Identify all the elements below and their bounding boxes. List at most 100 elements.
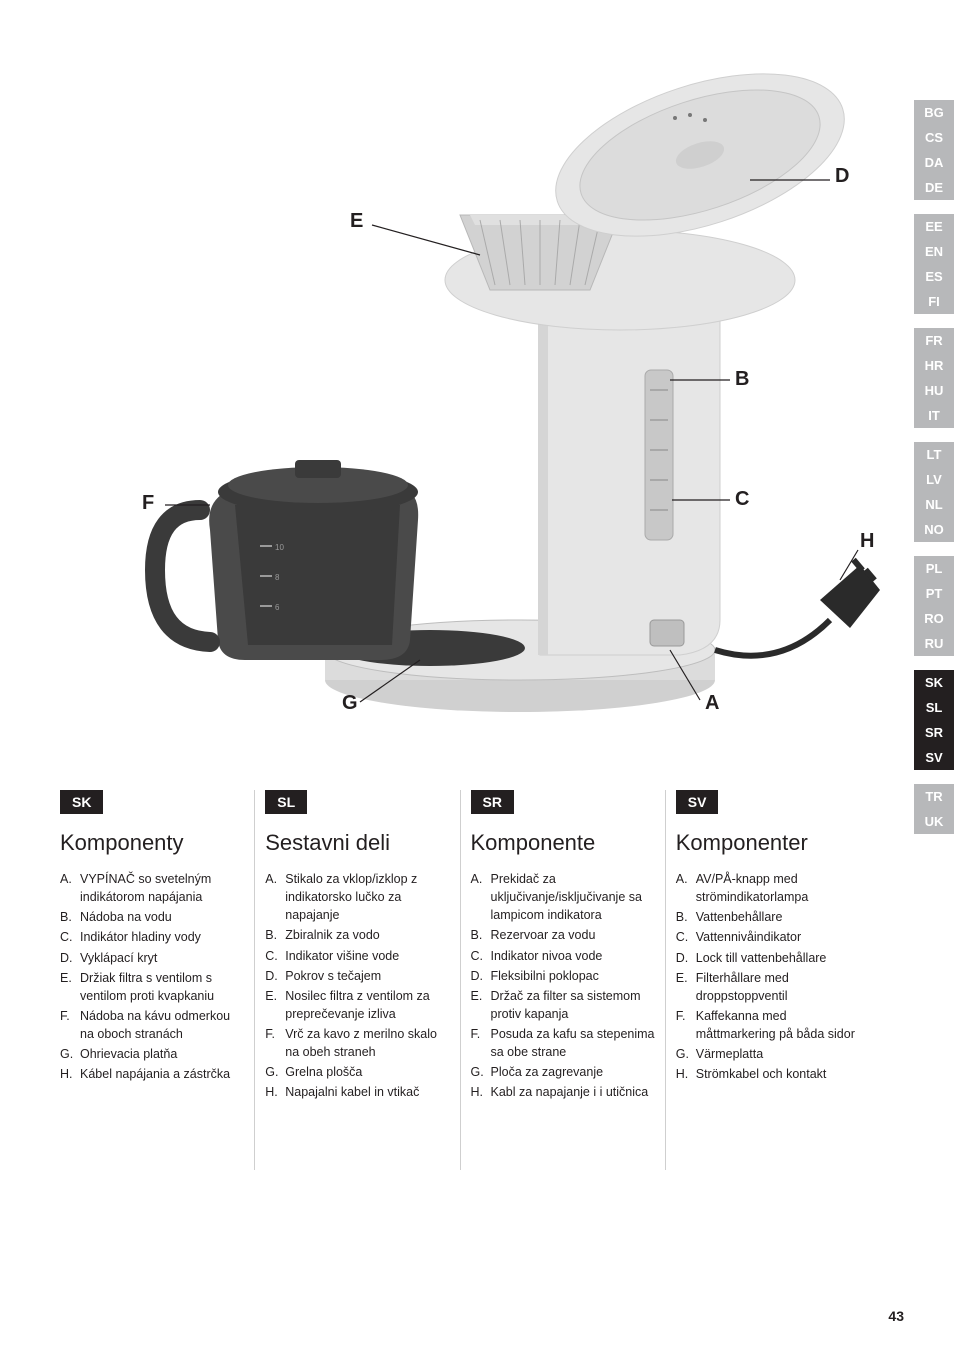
- part-text: Pokrov s tečajem: [285, 967, 449, 985]
- part-letter: E.: [471, 987, 491, 1023]
- part-letter: E.: [265, 987, 285, 1023]
- part-letter: H.: [60, 1065, 80, 1083]
- part-letter: D.: [471, 967, 491, 985]
- rail-lang-no[interactable]: NO: [914, 517, 954, 542]
- parts-list-item: F.Posuda za kafu sa stepenima sa obe str…: [471, 1025, 655, 1061]
- part-text: Držiak filtra s ventilom s ventilom prot…: [80, 969, 244, 1005]
- rail-lang-sv[interactable]: SV: [914, 745, 954, 770]
- part-letter: B.: [60, 908, 80, 926]
- rail-lang-da[interactable]: DA: [914, 150, 954, 175]
- column-sl: SLSestavni deliA.Stikalo za vklop/izklop…: [255, 790, 460, 1170]
- parts-list-item: A.AV/PÅ-knapp med strömindikatorlampa: [676, 870, 860, 906]
- diagram-label-f: F: [142, 492, 154, 515]
- part-text: Strömkabel och kontakt: [696, 1065, 860, 1083]
- rail-lang-pt[interactable]: PT: [914, 581, 954, 606]
- part-letter: C.: [60, 928, 80, 946]
- rail-lang-tr[interactable]: TR: [914, 784, 954, 809]
- parts-list-item: D.Fleksibilni poklopac: [471, 967, 655, 985]
- part-text: Vattenbehållare: [696, 908, 860, 926]
- part-text: Prekidač za uključivanje/isključivanje s…: [491, 870, 655, 924]
- part-letter: B.: [471, 926, 491, 944]
- rail-lang-nl[interactable]: NL: [914, 492, 954, 517]
- rail-lang-uk[interactable]: UK: [914, 809, 954, 834]
- rail-lang-sr[interactable]: SR: [914, 720, 954, 745]
- part-text: AV/PÅ-knapp med strömindikatorlampa: [696, 870, 860, 906]
- parts-list: A.AV/PÅ-knapp med strömindikatorlampaB.V…: [676, 870, 860, 1083]
- parts-list-item: H.Strömkabel och kontakt: [676, 1065, 860, 1083]
- rail-group: PLPTRORU: [914, 556, 954, 656]
- column-sr: SRKomponenteA.Prekidač za uključivanje/i…: [461, 790, 666, 1170]
- parts-list-item: B.Rezervoar za vodu: [471, 926, 655, 944]
- part-letter: C.: [676, 928, 696, 946]
- product-diagram: 10 8 6: [60, 60, 880, 740]
- parts-list-item: C.Indikátor hladiny vody: [60, 928, 244, 946]
- lang-tag: SV: [676, 790, 719, 814]
- part-text: Vrč za kavo z merilno skalo na obeh stra…: [285, 1025, 449, 1061]
- rail-lang-lv[interactable]: LV: [914, 467, 954, 492]
- part-text: VYPÍNAČ so svetelným indikátorom napájan…: [80, 870, 244, 906]
- rail-lang-sk[interactable]: SK: [914, 670, 954, 695]
- parts-list-item: H.Kábel napájania a zástrčka: [60, 1065, 244, 1083]
- rail-lang-pl[interactable]: PL: [914, 556, 954, 581]
- diagram-label-g: G: [342, 692, 358, 715]
- rail-lang-en[interactable]: EN: [914, 239, 954, 264]
- rail-lang-de[interactable]: DE: [914, 175, 954, 200]
- part-text: Fleksibilni poklopac: [491, 967, 655, 985]
- part-text: Ohrievacia platňa: [80, 1045, 244, 1063]
- parts-list-item: H.Kabl za napajanje i i utičnica: [471, 1083, 655, 1101]
- rail-lang-sl[interactable]: SL: [914, 695, 954, 720]
- part-letter: G.: [471, 1063, 491, 1081]
- rail-lang-hu[interactable]: HU: [914, 378, 954, 403]
- part-letter: D.: [265, 967, 285, 985]
- parts-list-item: A.VYPÍNAČ so svetelným indikátorom napáj…: [60, 870, 244, 906]
- rail-group: FRHRHUIT: [914, 328, 954, 428]
- part-letter: E.: [676, 969, 696, 1005]
- rail-lang-es[interactable]: ES: [914, 264, 954, 289]
- parts-list-item: C.Indikator višine vode: [265, 947, 449, 965]
- rail-lang-hr[interactable]: HR: [914, 353, 954, 378]
- language-rail: BGCSDADE EEENESFI FRHRHUIT LTLVNLNO PLPTRORU…: [914, 100, 954, 848]
- rail-group: LTLVNLNO: [914, 442, 954, 542]
- parts-list-item: A.Stikalo za vklop/izklop z indikatorsko…: [265, 870, 449, 924]
- part-text: Indikator nivoa vode: [491, 947, 655, 965]
- part-text: Kábel napájania a zástrčka: [80, 1065, 244, 1083]
- part-letter: A.: [60, 870, 80, 906]
- rail-lang-bg[interactable]: BG: [914, 100, 954, 125]
- rail-lang-ro[interactable]: RO: [914, 606, 954, 631]
- part-text: Grelna plošča: [285, 1063, 449, 1081]
- parts-list-item: E.Držiak filtra s ventilom s ventilom pr…: [60, 969, 244, 1005]
- column-title: Komponente: [471, 830, 655, 856]
- parts-list-item: H.Napajalni kabel in vtikač: [265, 1083, 449, 1101]
- part-text: Napajalni kabel in vtikač: [285, 1083, 449, 1101]
- diagram-label-c: C: [735, 488, 749, 511]
- part-letter: B.: [265, 926, 285, 944]
- rail-group: EEENESFI: [914, 214, 954, 314]
- rail-lang-cs[interactable]: CS: [914, 125, 954, 150]
- rail-lang-fr[interactable]: FR: [914, 328, 954, 353]
- diagram-label-e: E: [350, 210, 363, 233]
- diagram-label-a: A: [705, 692, 719, 715]
- part-text: Vattennivåindikator: [696, 928, 860, 946]
- parts-list-item: C.Vattennivåindikator: [676, 928, 860, 946]
- parts-list: A.Prekidač za uključivanje/isključivanje…: [471, 870, 655, 1102]
- part-text: Nádoba na kávu odmerkou na oboch stranác…: [80, 1007, 244, 1043]
- column-sv: SVKomponenterA.AV/PÅ-knapp med strömindi…: [666, 790, 860, 1170]
- part-text: Vyklápací kryt: [80, 949, 244, 967]
- part-text: Lock till vattenbehållare: [696, 949, 860, 967]
- rail-lang-it[interactable]: IT: [914, 403, 954, 428]
- rail-lang-ru[interactable]: RU: [914, 631, 954, 656]
- part-text: Kabl za napajanje i i utičnica: [491, 1083, 655, 1101]
- rail-lang-ee[interactable]: EE: [914, 214, 954, 239]
- part-letter: G.: [265, 1063, 285, 1081]
- rail-lang-fi[interactable]: FI: [914, 289, 954, 314]
- diagram-label-d: D: [835, 165, 849, 188]
- part-text: Držač za filter sa sistemom protiv kapan…: [491, 987, 655, 1023]
- rail-group: BGCSDADE: [914, 100, 954, 200]
- parts-list-item: G.Grelna plošča: [265, 1063, 449, 1081]
- rail-lang-lt[interactable]: LT: [914, 442, 954, 467]
- parts-list-item: A.Prekidač za uključivanje/isključivanje…: [471, 870, 655, 924]
- diagram-label-h: H: [860, 530, 874, 553]
- part-text: Indikátor hladiny vody: [80, 928, 244, 946]
- parts-list-item: E.Nosilec filtra z ventilom za preprečev…: [265, 987, 449, 1023]
- parts-list-item: D.Pokrov s tečajem: [265, 967, 449, 985]
